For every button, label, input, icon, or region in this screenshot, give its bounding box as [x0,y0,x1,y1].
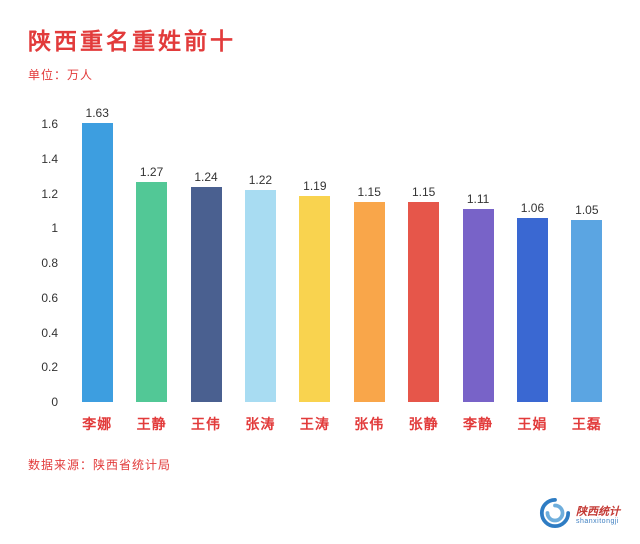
bar-group: 1.24 [179,107,233,402]
bar-value-label: 1.19 [303,178,327,193]
bar [571,219,603,402]
bar-group: 1.27 [124,107,178,402]
bar-group: 1.15 [396,107,450,402]
bar-category-label: 王磊 [571,416,602,432]
bar-category-label: 李娜 [82,416,113,432]
logo-text: 陕西统计 [576,505,620,518]
bar-value-label: 1.06 [520,201,545,216]
page-title: 陕西重名重姓前十 [28,28,236,54]
bar [516,218,548,402]
bar-group: 1.19 [288,107,342,402]
logo-swirl-icon [539,497,571,534]
x-axis-labels: 李娜 王静 王伟 张涛 王涛 张伟 张静 李静 王娟 王磊 [70,402,614,434]
bar-category-label: 张静 [408,416,439,432]
y-axis: 0 0.2 0.4 0.6 0.8 1 1.2 1.4 1.6 [28,107,70,408]
y-tick-label: 0.8 [41,256,58,271]
bar-category-label: 张伟 [354,416,385,432]
y-tick-label: 0.2 [41,360,58,375]
bar-value-label: 1.05 [575,202,599,217]
bar-chart: 0 0.2 0.4 0.6 0.8 1 1.2 1.4 1.6 1.63 1.27 1.24 1.22… [28,107,614,408]
bar-value-label: 1.11 [466,192,490,207]
bar [190,186,222,402]
bar-value-label: 1.24 [194,169,218,184]
y-tick-label: 1 [51,221,58,236]
bar-group: 1.11 [451,107,505,402]
y-tick-label: 0.4 [41,325,58,340]
unit-label: 单位：万人 [28,68,94,82]
bar-category-label: 张涛 [245,416,276,432]
bar-category-label: 王娟 [517,416,548,432]
bar [299,195,331,402]
y-tick-label: 1.4 [41,152,58,167]
bar-value-label: 1.63 [85,106,109,120]
bar-category-label: 王涛 [299,416,330,432]
logo: 陕西统计 shanxitongji [539,497,620,534]
bar-value-label: 1.22 [248,173,273,188]
y-tick-label: 1.2 [41,186,58,201]
bar-group: 1.05 [560,107,614,402]
bar-value-label: 1.15 [357,185,381,200]
bar-value-label: 1.15 [411,185,436,200]
y-tick-label: 1.6 [41,117,58,132]
bar-category-label: 王静 [136,416,167,432]
y-tick-label: 0.6 [41,290,58,305]
bar [462,209,494,402]
bar [408,202,440,402]
bars-area: 1.63 1.27 1.24 1.22 1.19 1.15 1.15 1.11 1.06 1.05 [70,107,614,402]
bar-group: 1.22 [233,107,287,402]
bar-group: 1.06 [505,107,559,402]
bar [136,181,168,402]
bar [81,123,113,402]
bar-category-label: 王伟 [191,416,222,432]
y-tick-label: 0 [51,395,58,409]
bar [244,190,276,402]
bar-category-label: 李静 [463,416,494,432]
bar-group: 1.63 [70,107,124,402]
plot-area: 1.63 1.27 1.24 1.22 1.19 1.15 1.15 1.11 1.06 1.05 [70,107,614,402]
logo-subtext: shanxitongji [576,517,619,525]
bar [353,202,385,402]
data-source: 数据来源：陕西省统计局 [28,458,172,472]
bar-group: 1.15 [342,107,396,402]
bar-value-label: 1.27 [139,164,164,179]
